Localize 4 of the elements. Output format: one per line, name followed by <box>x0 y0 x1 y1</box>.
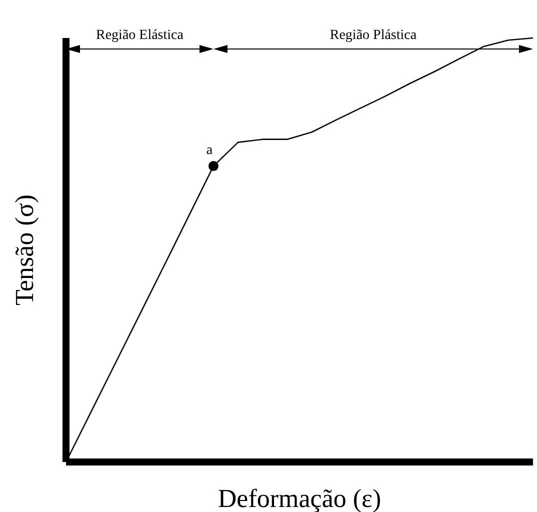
annotation: a <box>206 143 214 158</box>
annotation: Região Elástica <box>96 28 184 43</box>
y-axis-title: Tensão (σ) <box>10 194 40 306</box>
annotation: Região Plástica <box>330 28 418 43</box>
